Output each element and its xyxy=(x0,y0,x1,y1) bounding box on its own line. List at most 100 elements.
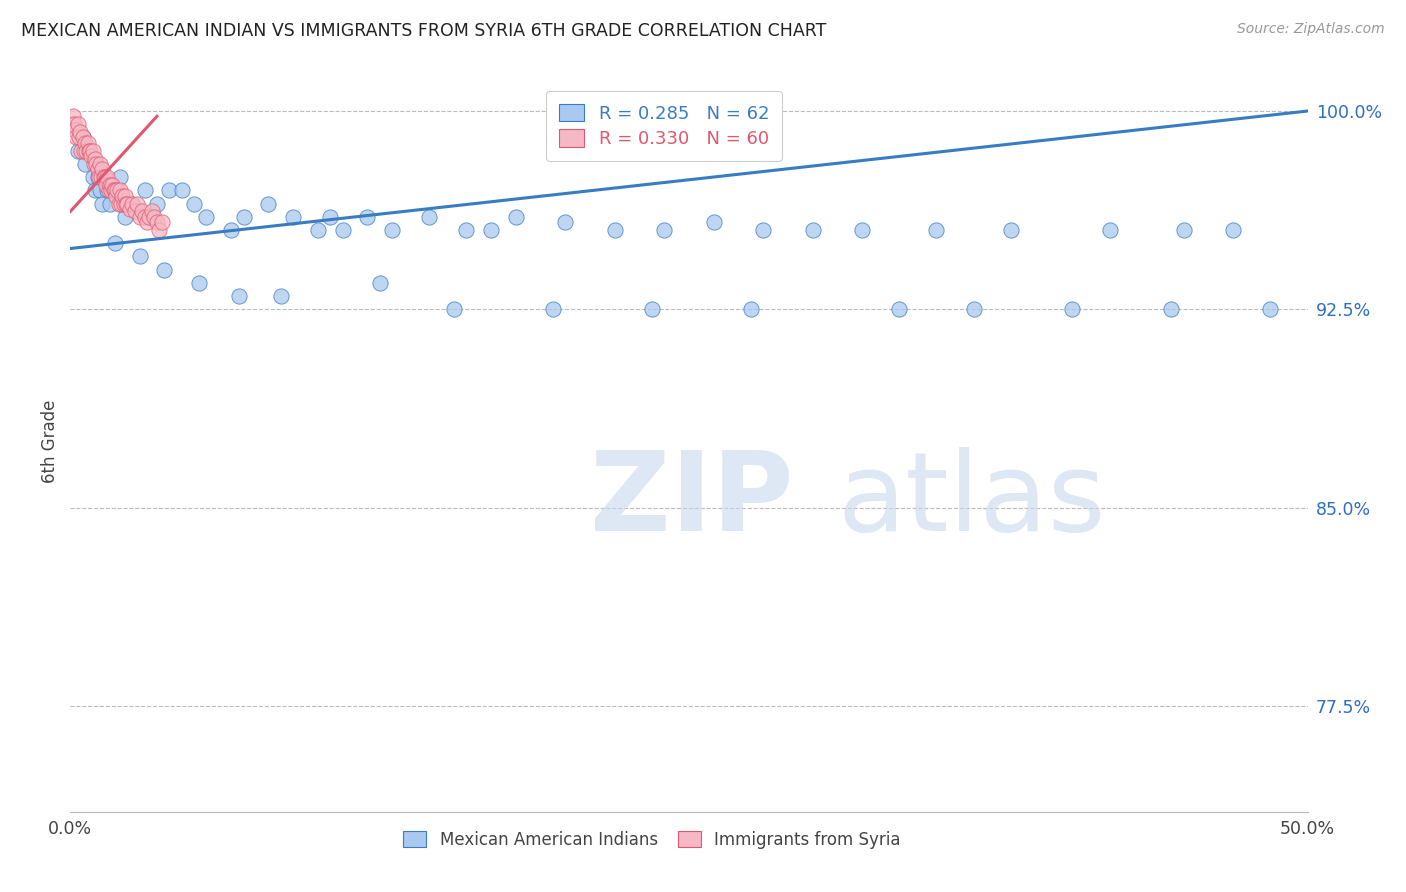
Point xyxy=(153,262,176,277)
Point xyxy=(1222,223,1244,237)
Point xyxy=(150,215,173,229)
Point xyxy=(87,170,110,185)
Point xyxy=(136,215,159,229)
Point xyxy=(1000,223,1022,237)
Point xyxy=(183,196,205,211)
Point xyxy=(479,223,502,237)
Point xyxy=(114,210,136,224)
Point xyxy=(146,196,169,211)
Point xyxy=(128,250,150,264)
Y-axis label: 6th Grade: 6th Grade xyxy=(41,400,59,483)
Point xyxy=(110,196,132,211)
Point xyxy=(84,157,107,171)
Point xyxy=(418,210,440,224)
Point xyxy=(740,302,762,317)
Point xyxy=(70,144,93,158)
Text: Source: ZipAtlas.com: Source: ZipAtlas.com xyxy=(1237,22,1385,37)
Point xyxy=(1160,302,1182,317)
Point xyxy=(93,170,115,185)
Point xyxy=(101,178,124,192)
Point xyxy=(105,183,128,197)
Point xyxy=(1062,302,1084,317)
Point xyxy=(69,125,91,139)
Point xyxy=(801,223,824,237)
Point xyxy=(104,236,127,251)
Point xyxy=(98,178,121,192)
Point xyxy=(63,117,86,131)
Point xyxy=(107,196,129,211)
Point xyxy=(652,223,675,237)
Point xyxy=(1173,223,1195,237)
Point xyxy=(641,302,664,317)
Point xyxy=(75,136,97,150)
Point xyxy=(86,162,108,177)
Point xyxy=(121,196,143,211)
Point xyxy=(67,130,90,145)
Point xyxy=(141,204,163,219)
Point xyxy=(138,210,160,224)
Point xyxy=(148,223,170,237)
Point xyxy=(108,170,131,185)
Point xyxy=(134,183,156,197)
Point xyxy=(188,276,211,290)
Point xyxy=(752,223,775,237)
Point xyxy=(65,130,87,145)
Point xyxy=(115,196,138,211)
Point xyxy=(105,188,128,202)
Point xyxy=(60,117,83,131)
Point xyxy=(89,157,111,171)
Point xyxy=(219,223,242,237)
Point xyxy=(112,196,135,211)
Point xyxy=(72,130,94,145)
Text: ZIP: ZIP xyxy=(591,447,793,554)
Point xyxy=(80,149,103,163)
Point xyxy=(281,210,304,224)
Point xyxy=(97,183,120,197)
Point xyxy=(91,196,114,211)
Point xyxy=(73,144,96,158)
Point xyxy=(143,210,166,224)
Point xyxy=(127,196,149,211)
Point xyxy=(76,144,98,158)
Point xyxy=(104,183,127,197)
Point xyxy=(89,183,111,197)
Legend: Mexican American Indians, Immigrants from Syria: Mexican American Indians, Immigrants fro… xyxy=(392,821,911,859)
Point xyxy=(90,170,112,185)
Point xyxy=(96,170,118,185)
Point xyxy=(332,223,354,237)
Point xyxy=(851,223,873,237)
Point xyxy=(356,210,378,224)
Point xyxy=(66,144,89,158)
Point xyxy=(962,302,984,317)
Point xyxy=(131,204,153,219)
Point xyxy=(128,210,150,224)
Point xyxy=(232,210,254,224)
Point xyxy=(76,136,98,150)
Point xyxy=(228,289,250,303)
Point xyxy=(111,188,134,202)
Point xyxy=(84,183,107,197)
Point xyxy=(94,170,117,185)
Point xyxy=(554,215,576,229)
Point xyxy=(75,157,97,171)
Point xyxy=(100,183,122,197)
Point xyxy=(121,196,143,211)
Point xyxy=(134,210,156,224)
Point xyxy=(443,302,465,317)
Point xyxy=(381,223,404,237)
Point xyxy=(103,183,125,197)
Point xyxy=(456,223,478,237)
Point xyxy=(83,157,105,171)
Text: atlas: atlas xyxy=(838,447,1107,554)
Point xyxy=(505,210,527,224)
Point xyxy=(195,210,218,224)
Point xyxy=(82,144,104,158)
Point xyxy=(146,215,169,229)
Point xyxy=(1260,302,1282,317)
Point xyxy=(98,196,121,211)
Point xyxy=(79,144,101,158)
Point xyxy=(319,210,342,224)
Point xyxy=(138,210,160,224)
Point xyxy=(65,122,87,136)
Point xyxy=(889,302,911,317)
